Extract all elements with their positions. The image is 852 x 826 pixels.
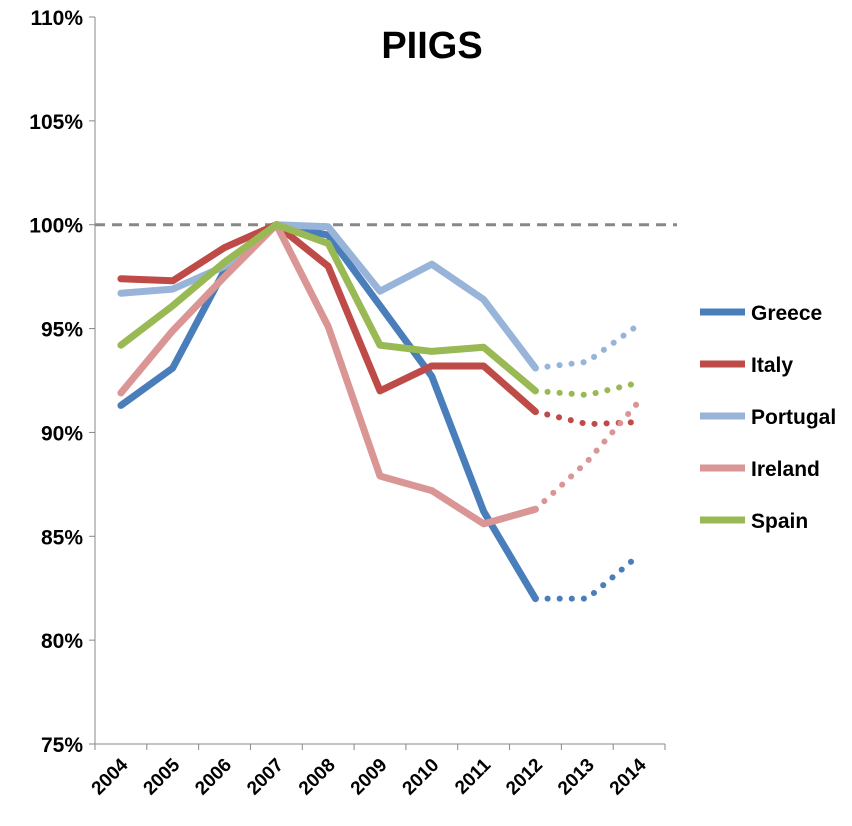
series-line <box>117 221 539 395</box>
legend-label: Greece <box>751 302 822 325</box>
y-tick-label: 90% <box>41 422 83 445</box>
x-tick-label: 2013 <box>554 755 599 800</box>
x-tick-label: 2014 <box>606 754 651 799</box>
x-tick-label: 2005 <box>140 754 185 799</box>
series-line-forecast <box>532 398 643 513</box>
x-tick-label: 2011 <box>451 754 495 798</box>
series-line-forecast <box>532 379 643 399</box>
y-tick-label: 75% <box>41 734 83 757</box>
y-tick-label: 110% <box>30 7 83 30</box>
series-line-forecast <box>532 408 643 428</box>
series-line-forecast <box>532 551 643 602</box>
x-tick-label: 2009 <box>347 755 392 800</box>
chart-title: PIIGS <box>381 25 482 67</box>
x-tick-label: 2012 <box>502 755 547 800</box>
y-tick-label: 100% <box>29 215 83 238</box>
series-line <box>117 221 539 528</box>
y-tick-label: 105% <box>29 111 83 134</box>
series-line <box>117 221 539 372</box>
x-tick-label: 2007 <box>243 755 288 800</box>
legend-label: Ireland <box>751 458 820 481</box>
x-tick-label: 2006 <box>191 755 236 800</box>
series-line <box>117 221 539 603</box>
series-line <box>117 221 539 416</box>
series-line-forecast <box>532 321 643 372</box>
y-tick-label: 80% <box>41 630 83 653</box>
y-tick-label: 95% <box>41 319 83 342</box>
legend-label: Portugal <box>751 406 836 429</box>
x-tick-label: 2004 <box>88 754 133 799</box>
legend-label: Italy <box>751 354 793 377</box>
x-tick-label: 2008 <box>295 755 340 800</box>
y-tick-label: 85% <box>41 526 83 549</box>
legend-label: Spain <box>751 510 808 533</box>
x-tick-label: 2010 <box>399 755 444 800</box>
